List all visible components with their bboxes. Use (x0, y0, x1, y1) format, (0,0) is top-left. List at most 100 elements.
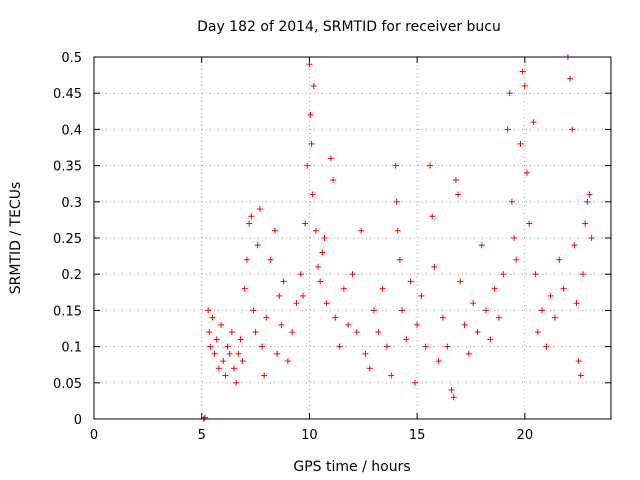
data-point (530, 119, 537, 126)
data-point (239, 358, 246, 365)
data-point (315, 263, 322, 270)
data-point (478, 242, 485, 249)
data-point (448, 387, 455, 394)
data-point (274, 350, 281, 357)
data-point (319, 249, 326, 256)
data-point (252, 329, 259, 336)
data-point (573, 300, 580, 307)
data-point (345, 321, 352, 328)
data-point (330, 177, 337, 184)
data-point (584, 198, 591, 205)
x-axis-label: GPS time / hours (293, 459, 410, 475)
data-point (588, 235, 595, 241)
data-point (575, 358, 582, 365)
data-point (233, 379, 240, 386)
data-point (491, 285, 498, 292)
data-point (309, 191, 316, 198)
data-point (452, 177, 459, 184)
data-point (362, 350, 369, 357)
data-point (246, 220, 253, 227)
data-point (201, 414, 208, 421)
data-point (278, 321, 285, 328)
x-tick-label: 5 (198, 428, 206, 443)
data-point (306, 61, 313, 68)
data-point (461, 321, 468, 328)
data-point (418, 292, 425, 299)
data-point (483, 307, 490, 314)
data-point (567, 75, 574, 82)
data-point (582, 220, 589, 227)
data-point (299, 292, 306, 299)
data-point (207, 343, 214, 350)
data-point (307, 111, 314, 118)
data-point (379, 285, 386, 292)
data-point (263, 314, 270, 321)
data-point (220, 358, 227, 365)
data-point (450, 394, 457, 401)
data-point (411, 379, 418, 386)
data-point (560, 285, 567, 292)
data-point (284, 358, 291, 365)
data-point (532, 271, 539, 278)
data-point (407, 278, 414, 285)
data-point (353, 329, 360, 336)
data-point (317, 278, 324, 285)
data-point (517, 140, 524, 147)
data-point (358, 227, 365, 234)
data-point (228, 329, 235, 336)
x-tick-label: 0 (90, 428, 98, 443)
data-point (209, 314, 216, 321)
data-point (394, 227, 401, 234)
data-point (289, 329, 296, 336)
data-point (340, 285, 347, 292)
data-point (213, 336, 220, 343)
data-point (259, 343, 266, 350)
data-point (371, 307, 378, 314)
data-point (206, 329, 213, 336)
chart-title: Day 182 of 2014, SRMTID for receiver buc… (197, 19, 501, 35)
data-point (393, 198, 400, 205)
data-point (248, 213, 255, 220)
data-point (304, 162, 311, 169)
y-tick-label: 0.1 (61, 341, 82, 356)
data-point (523, 169, 530, 176)
data-point (215, 365, 222, 372)
data-point (250, 307, 257, 314)
data-point (297, 271, 304, 278)
data-point (237, 336, 244, 343)
data-point (312, 227, 319, 234)
y-tick-label: 0.15 (53, 304, 82, 319)
data-point (586, 191, 593, 198)
y-axis-label: SRMTID / TECUs (8, 182, 24, 295)
y-tick-label: 0.25 (53, 232, 82, 247)
data-point (211, 350, 218, 357)
y-tick-label: 0.2 (61, 268, 82, 283)
data-point (457, 278, 464, 285)
data-point (261, 372, 268, 379)
data-point (332, 314, 339, 321)
data-point (414, 321, 421, 328)
y-tick-label: 0.45 (53, 87, 82, 102)
data-point (526, 220, 533, 227)
data-point (205, 307, 212, 314)
y-tick-label: 0.3 (61, 196, 82, 211)
data-point (349, 271, 356, 278)
data-point (276, 292, 283, 299)
data-point (392, 162, 399, 169)
x-tick-label: 20 (517, 428, 534, 443)
data-point (218, 321, 225, 328)
data-point (396, 256, 403, 263)
data-point (293, 300, 300, 307)
data-point (511, 235, 518, 241)
data-point (302, 220, 309, 227)
data-point (388, 372, 395, 379)
data-point (231, 365, 238, 372)
data-point (375, 329, 382, 336)
data-point (534, 329, 541, 336)
data-point (323, 300, 330, 307)
x-tick-label: 15 (409, 428, 426, 443)
data-point (569, 126, 576, 133)
data-point (224, 343, 231, 350)
data-point (539, 307, 546, 314)
data-point (495, 314, 502, 321)
